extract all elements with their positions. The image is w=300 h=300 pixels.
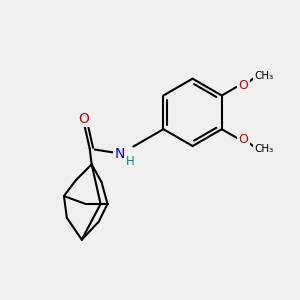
Text: O: O xyxy=(239,79,249,92)
Text: CH₃: CH₃ xyxy=(254,71,273,81)
Text: N: N xyxy=(114,148,124,161)
Text: H: H xyxy=(126,155,135,168)
Text: O: O xyxy=(239,133,249,146)
Text: CH₃: CH₃ xyxy=(254,144,273,154)
Text: O: O xyxy=(78,112,89,126)
